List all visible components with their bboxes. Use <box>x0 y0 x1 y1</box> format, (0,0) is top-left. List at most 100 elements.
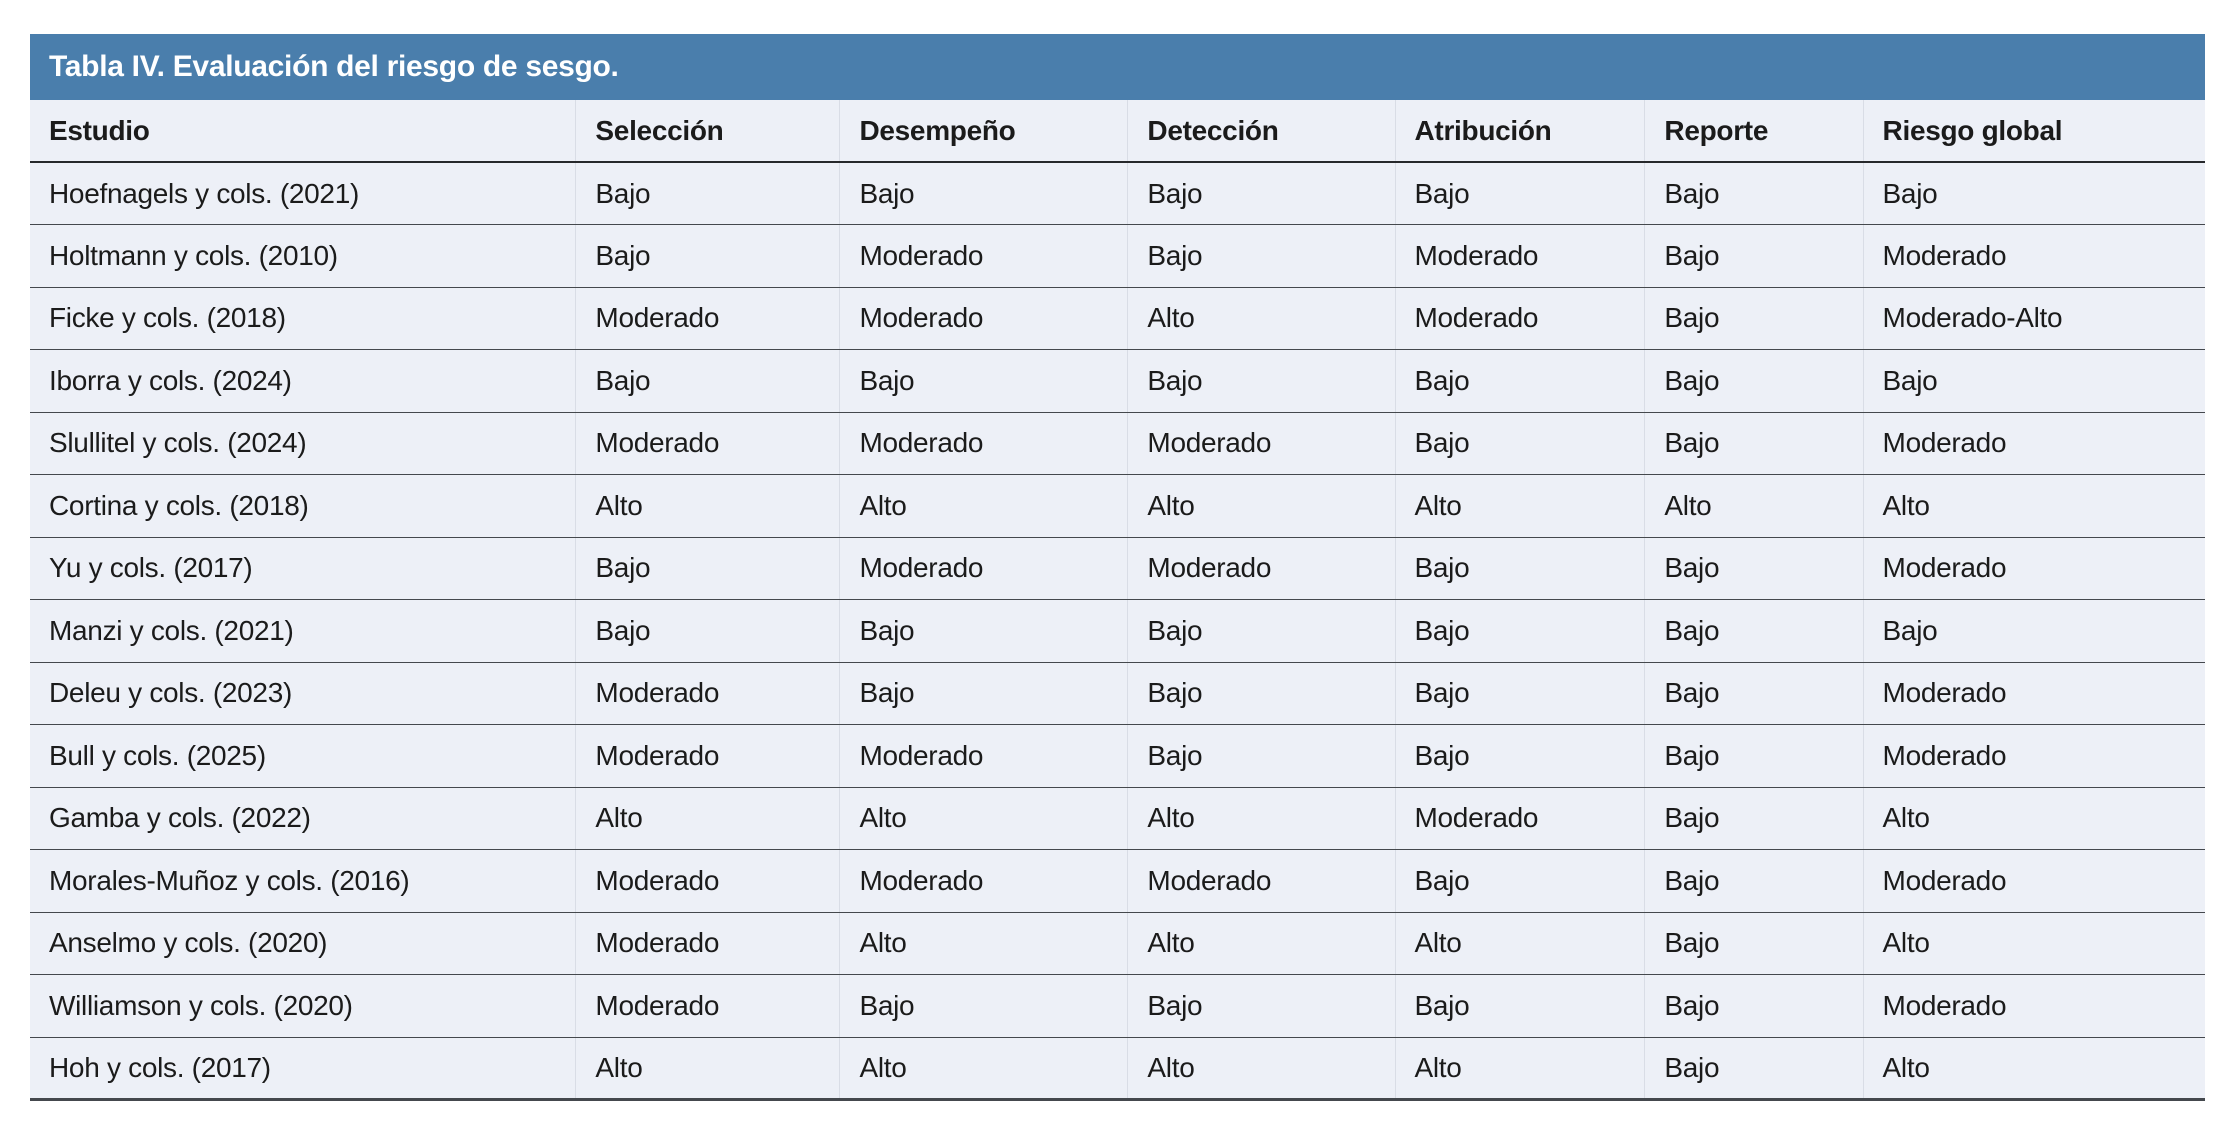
rating-cell: Bajo <box>1394 662 1645 725</box>
study-cell: Ficke y cols. (2018) <box>30 287 576 350</box>
rating-cell: Moderado <box>1127 537 1395 600</box>
column-header-atribucion: Atribución <box>1394 100 1645 163</box>
rating-cell: Alto <box>575 1037 840 1101</box>
study-cell: Bull y cols. (2025) <box>30 724 576 788</box>
rating-cell: Bajo <box>1644 724 1864 788</box>
column-header-reporte: Reporte <box>1644 100 1864 163</box>
rating-cell: Bajo <box>1862 162 2205 225</box>
rating-cell: Bajo <box>1862 349 2205 413</box>
rating-cell: Moderado <box>839 412 1128 475</box>
table-row: Manzi y cols. (2021) Bajo Bajo Bajo Bajo Bajo… <box>30 599 2205 663</box>
rating-cell: Moderado <box>839 724 1128 788</box>
table-row: Gamba y cols. (2022) Alto Alto Alto Moderado… <box>30 787 2205 850</box>
rating-cell: Bajo <box>575 537 840 600</box>
table-row: Iborra y cols. (2024) Bajo Bajo Bajo Bajo Baj… <box>30 349 2205 413</box>
rating-cell: Bajo <box>1644 224 1864 288</box>
rating-cell: Alto <box>1862 474 2205 538</box>
rating-cell: Alto <box>1127 787 1395 850</box>
study-cell: Gamba y cols. (2022) <box>30 787 576 850</box>
rating-cell: Bajo <box>1394 537 1645 600</box>
rating-cell: Bajo <box>1644 1037 1864 1101</box>
header-row: Estudio Selección Desempeño Detección At… <box>30 100 2205 163</box>
column-header-estudio: Estudio <box>30 100 576 163</box>
rating-cell: Bajo <box>1644 912 1864 975</box>
table-title: Tabla IV. Evaluación del riesgo de sesgo… <box>30 34 2205 100</box>
rating-cell: Bajo <box>1862 599 2205 663</box>
rating-cell: Moderado <box>575 849 840 913</box>
rating-cell: Bajo <box>1394 412 1645 475</box>
rating-cell: Bajo <box>839 349 1128 413</box>
rating-cell: Bajo <box>1127 224 1395 288</box>
rating-cell: Alto <box>1127 912 1395 975</box>
rating-cell: Bajo <box>575 224 840 288</box>
rating-cell: Moderado <box>1127 849 1395 913</box>
study-cell: Hoefnagels y cols. (2021) <box>30 162 576 225</box>
study-cell: Iborra y cols. (2024) <box>30 349 576 413</box>
rating-cell: Bajo <box>839 599 1128 663</box>
rating-cell: Alto <box>1644 474 1864 538</box>
rating-cell: Bajo <box>839 974 1128 1038</box>
rating-cell: Alto <box>1862 1037 2205 1101</box>
rating-cell: Alto <box>1127 1037 1395 1101</box>
study-cell: Manzi y cols. (2021) <box>30 599 576 663</box>
rating-cell: Moderado <box>839 537 1128 600</box>
rating-cell: Moderado <box>1394 287 1645 350</box>
rating-cell: Moderado <box>575 662 840 725</box>
table-row: Slullitel y cols. (2024) Moderado Moderado… <box>30 412 2205 475</box>
rating-cell: Bajo <box>1127 662 1395 725</box>
rating-cell: Bajo <box>1127 162 1395 225</box>
study-cell: Slullitel y cols. (2024) <box>30 412 576 475</box>
table-row: Williamson y cols. (2020) Moderado Bajo Baj… <box>30 974 2205 1038</box>
study-cell: Cortina y cols. (2018) <box>30 474 576 538</box>
rating-cell: Bajo <box>839 662 1128 725</box>
rating-cell: Bajo <box>1644 787 1864 850</box>
rating-cell: Moderado <box>575 912 840 975</box>
rating-cell: Alto <box>839 912 1128 975</box>
table-row: Hoefnagels y cols. (2021) Bajo Bajo Bajo Baj… <box>30 162 2205 225</box>
table-row: Holtmann y cols. (2010) Bajo Moderado Bajo M… <box>30 224 2205 288</box>
rating-cell: Bajo <box>1394 724 1645 788</box>
rating-cell: Bajo <box>1644 349 1864 413</box>
rating-cell: Moderado <box>1394 224 1645 288</box>
rating-cell: Bajo <box>1644 287 1864 350</box>
rating-cell: Moderado <box>839 287 1128 350</box>
rating-cell: Moderado <box>1862 662 2205 725</box>
rating-cell: Alto <box>1862 787 2205 850</box>
rating-cell: Alto <box>839 1037 1128 1101</box>
rating-cell: Bajo <box>1644 849 1864 913</box>
rating-cell: Bajo <box>1127 349 1395 413</box>
table-row: Anselmo y cols. (2020) Moderado Alto Alto Al… <box>30 912 2205 975</box>
column-header-seleccion: Selección <box>575 100 840 163</box>
table-row: Hoh y cols. (2017) Alto Alto Alto Alto Bajo Al… <box>30 1037 2205 1101</box>
rating-cell: Moderado <box>1862 724 2205 788</box>
rating-cell: Alto <box>1127 287 1395 350</box>
table-row: Cortina y cols. (2018) Alto Alto Alto Alto Al… <box>30 474 2205 538</box>
rating-cell: Alto <box>839 787 1128 850</box>
study-cell: Morales-Muñoz y cols. (2016) <box>30 849 576 913</box>
rating-cell: Bajo <box>1127 974 1395 1038</box>
rating-cell: Moderado <box>575 974 840 1038</box>
study-cell: Williamson y cols. (2020) <box>30 974 576 1038</box>
rating-cell: Moderado <box>1862 412 2205 475</box>
rating-cell: Alto <box>1394 474 1645 538</box>
rating-cell: Bajo <box>575 162 840 225</box>
table-row: Yu y cols. (2017) Bajo Moderado Moderado Baj… <box>30 537 2205 600</box>
rating-cell: Alto <box>575 474 840 538</box>
table-row: Ficke y cols. (2018) Moderado Moderado Alto… <box>30 287 2205 350</box>
rating-cell: Bajo <box>1127 599 1395 663</box>
rating-cell: Bajo <box>1394 599 1645 663</box>
rating-cell: Moderado <box>1862 537 2205 600</box>
data-table: Estudio Selección Desempeño Detección At… <box>30 100 2205 1101</box>
rating-cell: Bajo <box>1644 537 1864 600</box>
column-header-deteccion: Detección <box>1127 100 1395 163</box>
rating-cell: Alto <box>1394 912 1645 975</box>
rating-cell: Moderado <box>1862 224 2205 288</box>
rating-cell: Moderado <box>839 224 1128 288</box>
study-cell: Holtmann y cols. (2010) <box>30 224 576 288</box>
rating-cell: Moderado <box>1394 787 1645 850</box>
rating-cell: Bajo <box>1394 849 1645 913</box>
column-header-desempeno: Desempeño <box>839 100 1128 163</box>
study-cell: Hoh y cols. (2017) <box>30 1037 576 1101</box>
rating-cell: Alto <box>1394 1037 1645 1101</box>
rating-cell: Moderado <box>1127 412 1395 475</box>
